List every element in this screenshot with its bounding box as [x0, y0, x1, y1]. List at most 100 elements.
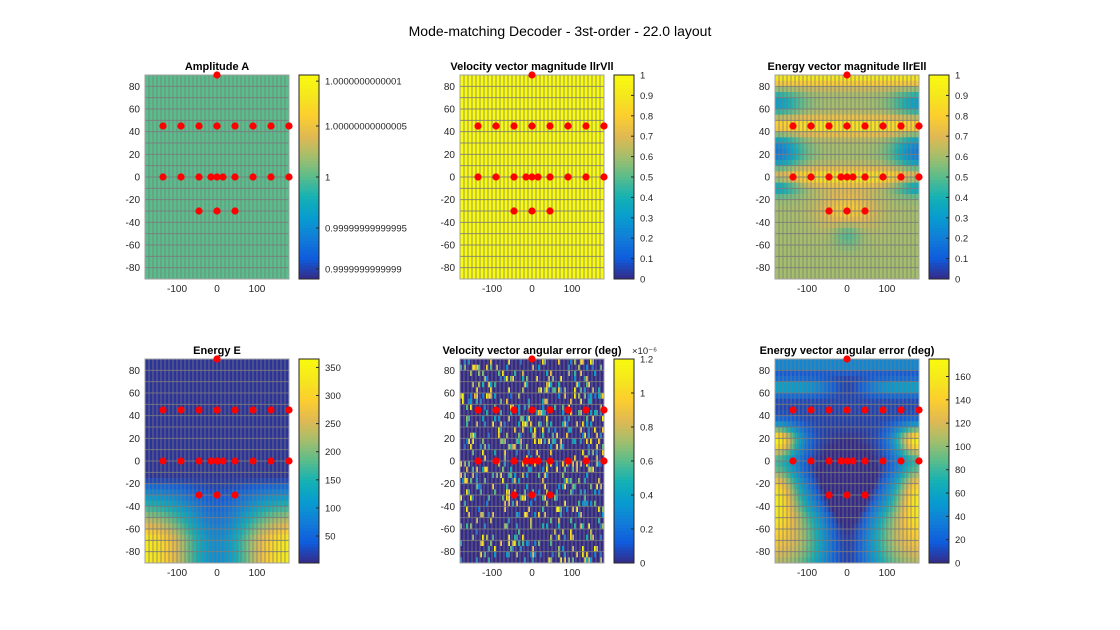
figure-title: Mode-matching Decoder - 3st-order - 22.0…	[409, 23, 712, 39]
heatmap-cell	[261, 233, 264, 240]
heatmap-cell	[155, 228, 158, 235]
heatmap-cell	[169, 228, 172, 235]
heatmap-cell	[229, 114, 232, 121]
heatmap-cell	[536, 126, 539, 133]
heatmap-cell	[187, 103, 190, 110]
heatmap-cell	[255, 188, 258, 195]
heatmap-cell	[269, 245, 272, 252]
heatmap-cell	[169, 267, 172, 274]
heatmap-cell	[556, 120, 559, 127]
heatmap-cell	[532, 239, 535, 246]
heatmap-cell	[464, 126, 467, 133]
heatmap-cell	[492, 267, 495, 274]
heatmap-cell	[522, 228, 525, 235]
heatmap-cell	[189, 239, 192, 246]
heatmap-cell	[570, 97, 573, 104]
heatmap-cell	[480, 92, 483, 99]
heatmap-cell	[267, 114, 270, 121]
heatmap-cell	[187, 75, 190, 82]
heatmap-cell	[155, 211, 158, 218]
heatmap-cell	[257, 114, 260, 121]
heatmap-cell	[570, 222, 573, 229]
heatmap-cell	[231, 143, 234, 150]
heatmap-cell	[285, 126, 288, 133]
heatmap-cell	[494, 131, 497, 138]
heatmap-cell	[538, 92, 541, 99]
heatmap-cell	[562, 216, 565, 223]
heatmap-cell	[225, 222, 228, 229]
heatmap-cell	[251, 75, 254, 82]
heatmap-cell	[510, 109, 513, 116]
speaker-marker	[213, 71, 221, 79]
heatmap-cell	[203, 160, 206, 167]
heatmap-cell	[181, 92, 184, 99]
heatmap-cell	[265, 273, 268, 280]
heatmap-cell	[219, 256, 222, 263]
heatmap-cell	[498, 233, 501, 240]
panel-velocity-magnitude: Velocity vector magnitude llrVll80604020…	[441, 61, 654, 295]
heatmap-cell	[207, 239, 210, 246]
heatmap-cell	[155, 194, 158, 201]
heatmap-cell	[532, 131, 535, 138]
heatmap-cell	[259, 165, 262, 172]
heatmap-cell	[566, 80, 569, 87]
heatmap-cell	[219, 222, 222, 229]
heatmap-cell	[488, 137, 491, 144]
heatmap-cell	[580, 137, 583, 144]
heatmap-cell	[247, 262, 250, 269]
heatmap-cell	[480, 250, 483, 257]
heatmap-cell	[498, 177, 501, 184]
heatmap-cell	[243, 182, 246, 189]
heatmap-cell	[480, 137, 483, 144]
heatmap-cell	[227, 273, 230, 280]
heatmap-cell	[187, 222, 190, 229]
heatmap-cell	[271, 273, 274, 280]
heatmap-cell	[279, 80, 282, 87]
heatmap-cell	[169, 239, 172, 246]
heatmap-cell	[482, 211, 485, 218]
heatmap-cell	[213, 137, 216, 144]
colorbar-segment	[299, 269, 319, 274]
heatmap-cell	[163, 103, 166, 110]
heatmap-cell	[580, 103, 583, 110]
heatmap-cell	[217, 143, 220, 150]
heatmap-cell	[159, 86, 162, 93]
heatmap-cell	[496, 109, 499, 116]
heatmap-cell	[177, 228, 180, 235]
heatmap-cell	[468, 92, 471, 99]
heatmap-cell	[554, 148, 557, 155]
heatmap-cell	[213, 160, 216, 167]
heatmap-cell	[229, 188, 232, 195]
heatmap-cell	[249, 103, 252, 110]
heatmap-cell	[181, 160, 184, 167]
heatmap-cell	[203, 222, 206, 229]
heatmap-cell	[193, 160, 196, 167]
heatmap-cell	[576, 97, 579, 104]
heatmap-cell	[542, 262, 545, 269]
heatmap-cell	[241, 137, 244, 144]
heatmap-cell	[239, 131, 242, 138]
heatmap-cell	[187, 177, 190, 184]
heatmap-cell	[243, 267, 246, 274]
heatmap-cell	[494, 75, 497, 82]
heatmap-cell	[209, 86, 212, 93]
heatmap-cell	[548, 75, 551, 82]
heatmap-cell	[492, 143, 495, 150]
heatmap-cell	[259, 160, 262, 167]
heatmap-cell	[247, 171, 250, 178]
heatmap-cell	[568, 228, 571, 235]
heatmap-cell	[460, 126, 463, 133]
heatmap-cell	[492, 182, 495, 189]
heatmap-cell	[528, 245, 531, 252]
heatmap-cell	[265, 114, 268, 121]
heatmap-cell	[578, 267, 581, 274]
heatmap-cell	[211, 154, 214, 161]
heatmap-cell	[536, 80, 539, 87]
heatmap-cell	[261, 80, 264, 87]
heatmap-cell	[269, 222, 272, 229]
heatmap-cell	[462, 80, 465, 87]
heatmap-cell	[460, 120, 463, 127]
colorbar-segment	[299, 138, 319, 143]
heatmap-cell	[534, 188, 537, 195]
heatmap-cell	[516, 228, 519, 235]
